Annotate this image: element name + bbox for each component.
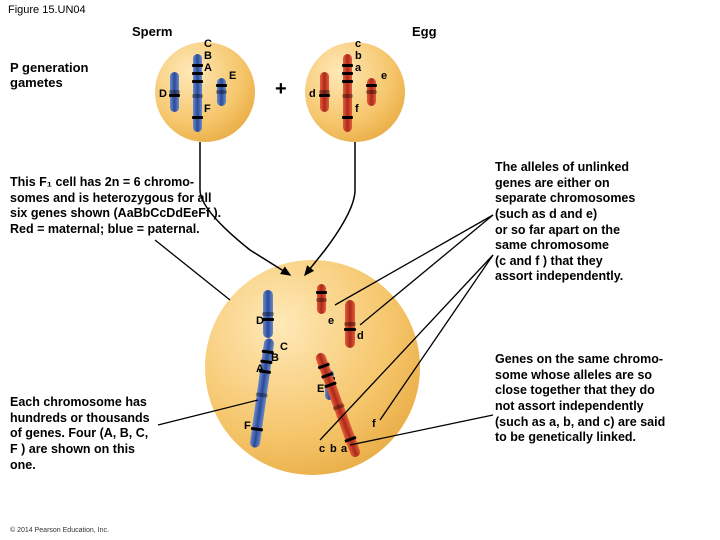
allele-mark xyxy=(342,116,353,119)
pgen-title: P generation gametes xyxy=(10,60,89,90)
allele-mark xyxy=(192,72,203,75)
f1-B: B xyxy=(271,352,279,364)
centromere xyxy=(192,94,203,98)
f1-E: E xyxy=(317,383,324,395)
f1-e: e xyxy=(328,315,334,327)
allele-mark xyxy=(342,80,353,83)
f1-c: c xyxy=(319,443,325,455)
f1-f: f xyxy=(372,418,376,430)
f1-a: a xyxy=(341,443,347,455)
f1-C: C xyxy=(280,341,288,353)
allele-d: d xyxy=(309,88,316,100)
f1-D: D xyxy=(256,315,264,327)
allele-E: E xyxy=(229,70,236,82)
allele-mark xyxy=(366,84,377,87)
allele-mark xyxy=(342,64,353,67)
f1-chr-e xyxy=(317,284,326,314)
allele-B: B xyxy=(204,50,212,62)
centromere xyxy=(216,90,227,94)
unlinked-annotation: The alleles of unlinked genes are either… xyxy=(495,160,635,285)
allele-e: e xyxy=(381,70,387,82)
allele-mark xyxy=(344,436,356,443)
allele-mark xyxy=(192,116,203,119)
allele-C: C xyxy=(204,38,212,50)
centromere xyxy=(342,94,353,98)
allele-f: f xyxy=(355,103,359,115)
allele-mark xyxy=(192,64,203,67)
sperm-chromo-D xyxy=(170,72,179,112)
allele-A: A xyxy=(204,62,212,74)
f1-chr-D xyxy=(263,290,273,338)
egg-chromo-e xyxy=(367,78,376,106)
each-chromosome-text: Each chromosome has hundreds or thousand… xyxy=(10,395,150,473)
allele-mark xyxy=(169,94,180,97)
allele-a: a xyxy=(355,62,361,74)
sperm-chromo-E xyxy=(217,78,226,106)
f1-chr-d xyxy=(345,300,355,348)
centromere xyxy=(256,392,268,398)
egg-chromo-abcf xyxy=(343,54,352,132)
centromere xyxy=(366,90,377,94)
f1-F: F xyxy=(244,420,251,432)
allele-mark xyxy=(319,94,330,97)
allele-D: D xyxy=(159,88,167,100)
allele-b: b xyxy=(355,50,362,62)
centromere xyxy=(332,403,345,411)
centromere xyxy=(316,298,327,302)
sperm-chromo-ABCF xyxy=(193,54,202,132)
f1-description: This F₁ cell has 2n = 6 chromo- somes an… xyxy=(10,175,221,238)
allele-mark xyxy=(216,84,227,87)
f1-d: d xyxy=(357,330,364,342)
allele-F: F xyxy=(204,103,211,115)
f1-A: A xyxy=(256,363,264,375)
allele-mark xyxy=(324,381,336,388)
allele-mark xyxy=(321,372,333,379)
copyright: © 2014 Pearson Education, Inc. xyxy=(10,527,109,534)
allele-mark xyxy=(342,72,353,75)
allele-mark xyxy=(316,291,327,294)
figure-label: Figure 15.UN04 xyxy=(8,4,86,16)
allele-mark xyxy=(318,363,330,370)
linked-annotation: Genes on the same chromo- some whose all… xyxy=(495,352,665,446)
allele-mark xyxy=(344,328,356,331)
plus-symbol: + xyxy=(275,78,287,101)
sperm-title: Sperm xyxy=(132,24,172,39)
allele-c: c xyxy=(355,38,361,50)
egg-chromo-d xyxy=(320,72,329,112)
f1-b: b xyxy=(330,443,337,455)
allele-mark xyxy=(192,80,203,83)
allele-mark xyxy=(251,427,263,432)
centromere xyxy=(344,322,356,326)
f1-cell xyxy=(205,260,420,475)
egg-title: Egg xyxy=(412,24,437,39)
